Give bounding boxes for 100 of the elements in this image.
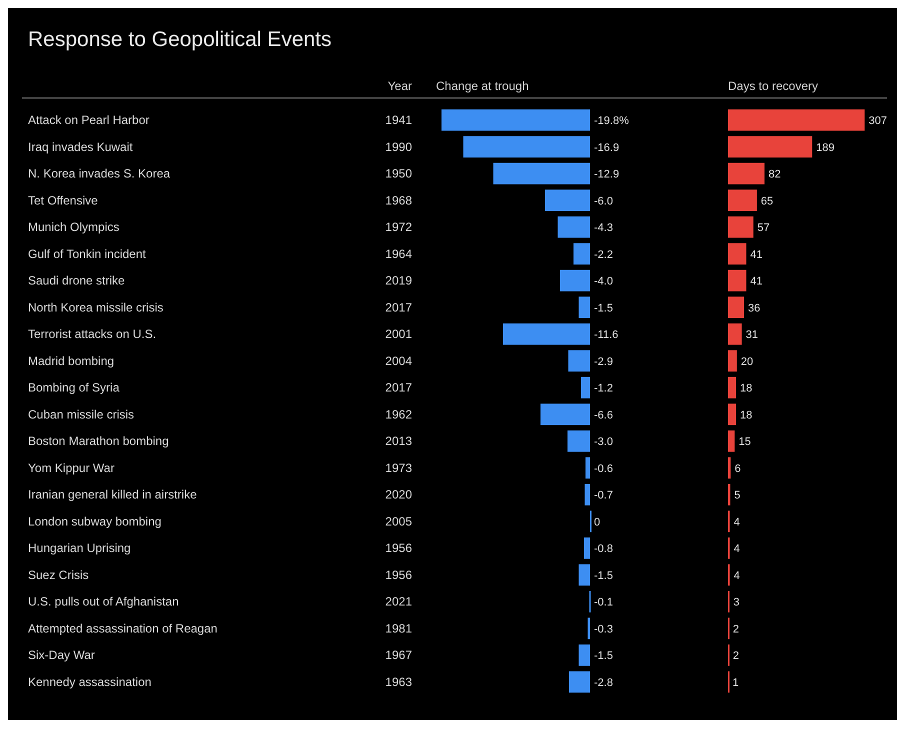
- y-tick-label: Terrorist attacks on U.S.: [28, 327, 156, 342]
- data-label: -16.9: [594, 142, 620, 154]
- y-tick-label: Kennedy assassination: [28, 674, 152, 689]
- y-tick-label: Hungarian Uprising: [28, 541, 131, 556]
- y2-tick-label: 2004: [385, 354, 412, 368]
- y2-tick-label: 1964: [385, 246, 412, 261]
- data-label: 65: [760, 195, 774, 208]
- data-label: -12.9: [594, 168, 620, 181]
- data-label: 18: [740, 382, 752, 395]
- data-label: 15: [738, 436, 751, 448]
- data-label: -0.6: [594, 462, 613, 475]
- data-label: 4: [734, 516, 740, 528]
- data-label: -1.2: [594, 382, 613, 395]
- y-tick-label: Suez Crisis: [28, 568, 89, 582]
- y-tick-label: Cuban missile crisis: [28, 407, 134, 422]
- bar: [728, 270, 746, 292]
- data-label: -0.1: [594, 596, 613, 609]
- y-tick-label: North Korea missile crisis: [28, 300, 164, 314]
- y-tick-label: London subway bombing: [28, 514, 162, 528]
- y-tick-label: U.S. pulls out of Afghanistan: [28, 594, 179, 609]
- data-label: -6.6: [594, 409, 613, 422]
- data-label: 5: [734, 490, 740, 502]
- x-axis-title: Change at trough: [436, 79, 529, 93]
- y-tick-label: Madrid bombing: [28, 354, 114, 368]
- y-tick-label: Tet Offensive: [28, 193, 98, 208]
- bar: [728, 162, 765, 184]
- bar: [728, 404, 736, 426]
- data-label: -0.7: [594, 490, 613, 502]
- y-tick-label: Munich Olympics: [28, 220, 120, 234]
- data-label: -3.0: [594, 436, 613, 448]
- y2-tick-label: 2005: [385, 514, 412, 528]
- bar: [728, 109, 865, 131]
- data-label: -0.3: [594, 623, 613, 636]
- bar: [728, 296, 744, 318]
- data-label: 1: [732, 676, 739, 689]
- data-label: 31: [746, 329, 758, 342]
- data-label: -1.5: [594, 650, 613, 662]
- data-label: 6: [734, 462, 741, 475]
- y-tick-label: Attack on Pearl Harbor: [28, 113, 150, 128]
- y-tick-label: N. Korea invades S. Korea: [28, 166, 170, 181]
- y-tick-label: Six-Day War: [28, 648, 95, 662]
- data-label: 57: [757, 222, 770, 234]
- y-tick-label: Attempted assassination of Reagan: [28, 621, 218, 636]
- bar: [728, 323, 742, 345]
- bar: [728, 376, 736, 398]
- data-label: 41: [750, 248, 762, 261]
- y-tick-label: Boston Marathon bombing: [28, 434, 169, 448]
- y2-tick-label: 2020: [385, 488, 412, 502]
- bar: [728, 457, 731, 479]
- bar: [728, 350, 737, 372]
- y2-tick-label: 2017: [385, 300, 412, 314]
- data-label: 2: [732, 650, 740, 662]
- data-label: -2.2: [594, 248, 613, 261]
- y2-tick-label: 1962: [385, 407, 412, 422]
- data-label: 41: [750, 276, 762, 288]
- data-label: 20: [740, 356, 754, 368]
- y2-tick-label: 1941: [385, 113, 412, 128]
- data-label: -6.0: [594, 195, 613, 208]
- bar: [728, 430, 735, 452]
- data-label: 3: [733, 596, 740, 609]
- y-tick-label: Saudi drone strike: [28, 274, 126, 288]
- data-label: 2: [732, 623, 740, 636]
- bar: [728, 136, 812, 158]
- y2-tick-label: 2017: [385, 380, 412, 395]
- bar: [728, 190, 757, 212]
- y2-tick-label: 1950: [385, 166, 412, 181]
- y-tick-label: Gulf of Tonkin incident: [28, 246, 147, 261]
- y2-tick-label: 1956: [385, 541, 412, 556]
- y-tick-label: Iranian general killed in airstrike: [28, 488, 198, 502]
- data-label: -11.6: [594, 329, 618, 342]
- y2-tick-label: 1981: [385, 621, 412, 636]
- data-label: 189: [816, 142, 834, 154]
- data-label: -4.3: [594, 222, 613, 234]
- data-label: 18: [740, 409, 752, 422]
- data-label: -19.8%: [594, 115, 630, 128]
- y2-tick-label: 1956: [385, 568, 412, 582]
- y2-tick-label: 2019: [385, 274, 412, 288]
- y2-tick-label: 1968: [385, 193, 412, 208]
- y-tick-label: Yom Kippur War: [28, 460, 114, 475]
- text: Response to Geopolitical Events: [28, 28, 332, 51]
- data-label: 307: [868, 115, 888, 128]
- data-label: 4: [734, 543, 740, 556]
- y-tick-label: Bombing of Syria: [28, 380, 120, 395]
- y2-tick-label: 1973: [385, 460, 412, 475]
- data-label: -4.0: [594, 276, 613, 288]
- y2-tick-label: 1963: [385, 674, 412, 689]
- data-label: -2.9: [594, 356, 613, 368]
- data-label: 4: [734, 570, 740, 582]
- y2-tick-label: 2013: [385, 434, 412, 448]
- data-label: -1.5: [594, 302, 613, 314]
- bar: [728, 216, 754, 238]
- y2-tick-label: 2021: [385, 594, 412, 609]
- data-label: -2.8: [594, 676, 613, 689]
- y-tick-label: Iraq invades Kuwait: [28, 140, 134, 154]
- x-axis-title: Days to recovery: [728, 79, 818, 93]
- y2-tick-label: 2001: [385, 327, 412, 342]
- data-label: 0: [594, 516, 600, 528]
- data-label: -0.8: [594, 543, 613, 556]
- y2-tick-label: 1972: [385, 220, 412, 234]
- data-label: 82: [768, 168, 781, 181]
